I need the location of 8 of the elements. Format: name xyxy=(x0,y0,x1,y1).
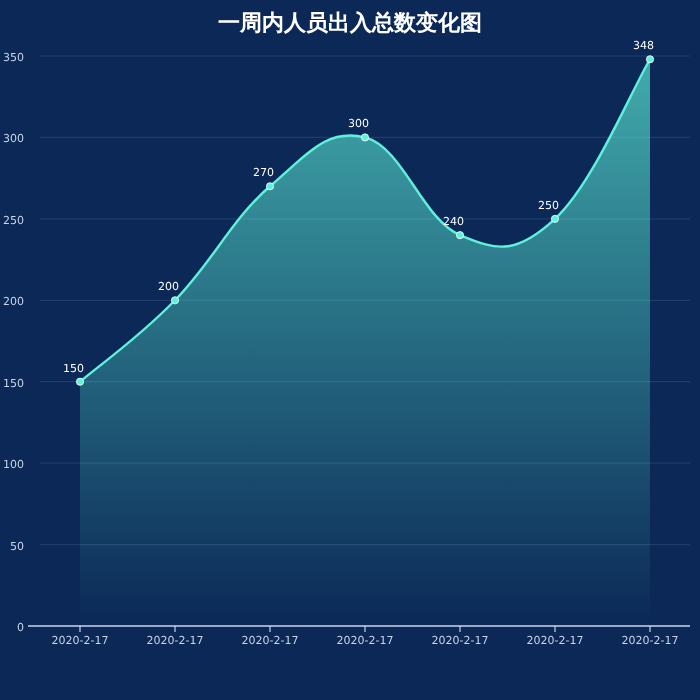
point xyxy=(361,133,369,142)
chart-title: 一周内人员出入总数变化图 xyxy=(218,10,482,36)
point xyxy=(171,296,179,305)
point xyxy=(76,377,84,386)
point xyxy=(266,182,274,191)
point xyxy=(456,231,464,240)
point xyxy=(551,214,559,223)
point xyxy=(646,55,654,64)
